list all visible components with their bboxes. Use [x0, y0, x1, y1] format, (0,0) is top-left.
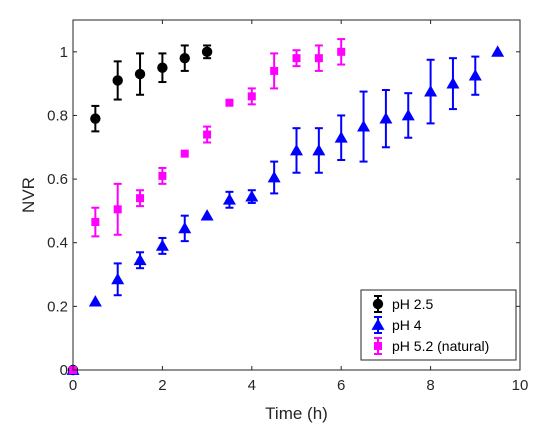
data-point	[379, 112, 393, 124]
ticks-layer: 0 2 4 6 8 10 0 0.2 0.4 0.6 0.8 1	[47, 20, 528, 394]
y-tick-label: 0.2	[47, 298, 68, 315]
data-point	[290, 143, 303, 156]
x-tick-label: 0	[69, 377, 77, 394]
legend-box	[360, 289, 517, 361]
legend-marker	[374, 342, 382, 350]
data-point	[292, 54, 301, 63]
data-point	[334, 131, 348, 143]
data-point	[158, 171, 167, 180]
data-point	[314, 54, 323, 63]
series-square	[69, 38, 346, 374]
data-point	[491, 45, 505, 57]
legend-label: pH 2.5	[392, 296, 433, 312]
data-point	[225, 98, 234, 107]
y-tick-label: 0.8	[47, 107, 68, 124]
data-point	[312, 143, 326, 156]
data-point	[113, 205, 122, 214]
data-point	[155, 239, 169, 251]
data-point	[91, 218, 100, 227]
x-tick-label: 2	[158, 377, 166, 394]
x-tick-label: 4	[248, 377, 256, 394]
data-point	[88, 295, 102, 307]
data-point	[424, 85, 438, 97]
series-circle	[67, 44, 213, 376]
data-point	[157, 62, 168, 73]
x-tick-label: 6	[337, 377, 345, 394]
data-point	[134, 68, 146, 80]
data-point	[270, 66, 279, 75]
data-point	[111, 272, 125, 285]
data-point	[178, 221, 192, 234]
data-point	[201, 46, 213, 58]
plot-frame	[72, 19, 521, 371]
data-point	[200, 209, 214, 221]
series-layer	[66, 38, 505, 376]
legend-marker	[372, 298, 384, 310]
legend-label: pH 4	[392, 317, 422, 333]
data-point	[180, 149, 189, 158]
data-point	[245, 190, 259, 202]
data-point	[357, 120, 371, 132]
y-tick-label: 1	[60, 44, 68, 61]
legend-label: pH 5.2 (natural)	[392, 338, 489, 354]
x-tick-label: 8	[426, 377, 434, 394]
y-tick-label: 0.6	[47, 171, 68, 188]
series-triangle	[66, 45, 505, 375]
data-point	[401, 108, 415, 121]
data-point	[446, 77, 460, 89]
data-point	[267, 171, 281, 183]
y-tick-label: 0.4	[47, 235, 68, 252]
data-point	[112, 75, 123, 86]
data-point	[179, 52, 190, 64]
data-point	[203, 130, 212, 139]
data-point	[222, 193, 236, 205]
x-axis-label: Time (h)	[265, 404, 328, 423]
y-tick-label: 0	[60, 362, 68, 379]
data-point	[337, 47, 346, 56]
x-tick-label: 10	[512, 377, 529, 394]
data-point	[468, 69, 482, 81]
data-point	[133, 253, 147, 266]
data-point	[90, 113, 101, 124]
legend-marker	[371, 318, 385, 330]
y-axis-label: NVR	[19, 177, 38, 213]
data-point	[247, 92, 256, 101]
legend: pH 2.5 pH 4 pH 5.2 (natural)	[360, 289, 517, 361]
data-point	[136, 194, 145, 203]
